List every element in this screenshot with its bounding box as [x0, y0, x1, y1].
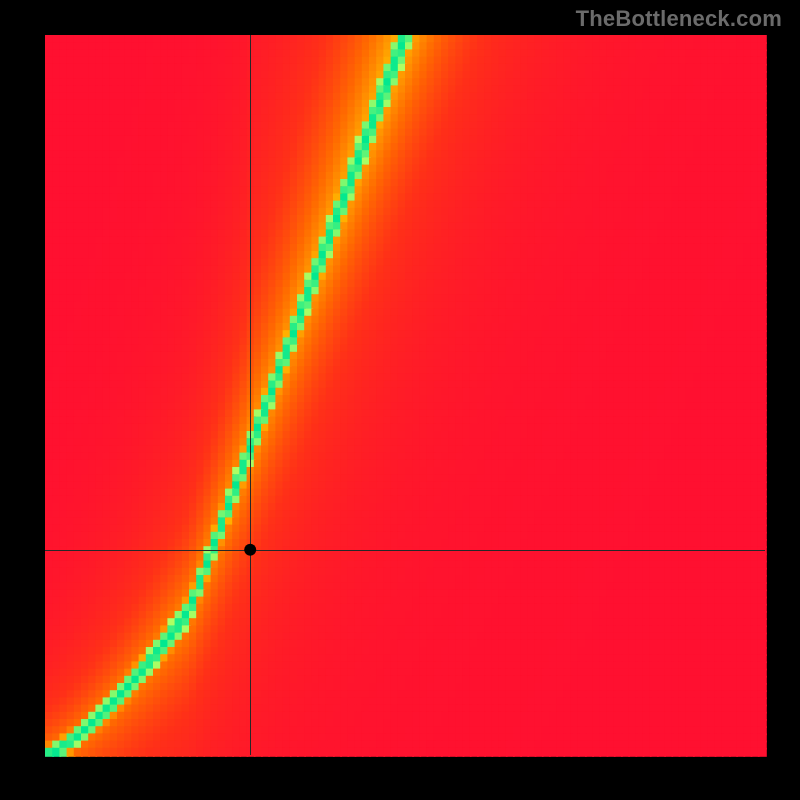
chart-container: TheBottleneck.com — [0, 0, 800, 800]
bottleneck-heatmap-canvas — [0, 0, 800, 800]
